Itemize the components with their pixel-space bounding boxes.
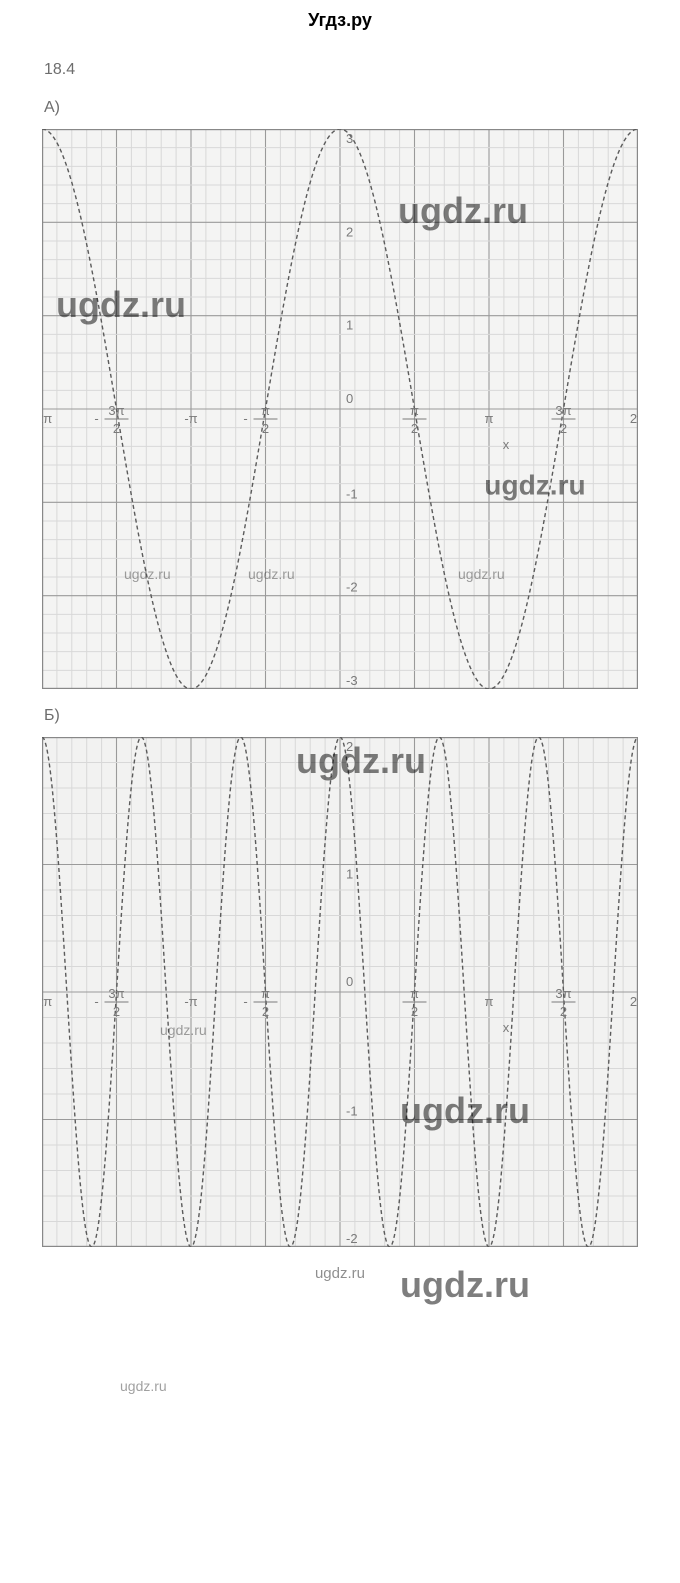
svg-text:-2: -2 <box>346 1231 358 1246</box>
problem-number: 18.4 <box>44 61 680 79</box>
svg-text:-: - <box>94 411 98 426</box>
svg-text:2: 2 <box>346 739 353 754</box>
svg-text:2: 2 <box>411 1004 418 1019</box>
svg-text:2: 2 <box>560 421 567 436</box>
svg-text:-2π: -2π <box>42 411 52 426</box>
svg-text:-: - <box>94 994 98 1009</box>
svg-text:π: π <box>261 403 270 418</box>
page: Угдз.ру 18.4 А) -3-2-1123-2π-3π2-π-π20π2… <box>0 0 680 1290</box>
svg-text:2: 2 <box>346 224 353 239</box>
svg-text:-2: -2 <box>346 580 358 595</box>
svg-text:3π: 3π <box>555 986 571 1001</box>
svg-text:π: π <box>410 986 419 1001</box>
chart-b: -2-112-2π-3π2-π-π20π2π3π22πx <box>42 737 638 1247</box>
chart-b-container: -2-112-2π-3π2-π-π20π2π3π22πx <box>42 737 638 1247</box>
svg-text:-1: -1 <box>346 1104 358 1119</box>
svg-text:1: 1 <box>346 318 353 333</box>
svg-text:2: 2 <box>411 421 418 436</box>
svg-text:-3: -3 <box>346 673 358 688</box>
svg-text:π: π <box>261 986 270 1001</box>
svg-text:2: 2 <box>262 421 269 436</box>
svg-text:2: 2 <box>113 421 120 436</box>
svg-text:1: 1 <box>346 867 353 882</box>
svg-text:x: x <box>503 1020 510 1035</box>
svg-text:-2π: -2π <box>42 994 52 1009</box>
part-a-label: А) <box>44 99 680 117</box>
watermark-small: ugdz.ru <box>120 1378 167 1394</box>
svg-text:2: 2 <box>262 1004 269 1019</box>
svg-text:2: 2 <box>113 1004 120 1019</box>
svg-text:2π: 2π <box>630 994 638 1009</box>
footer-watermark: ugdz.ru <box>0 1247 680 1290</box>
chart-a: -3-2-1123-2π-3π2-π-π20π2π3π22πx <box>42 129 638 689</box>
svg-text:-π: -π <box>184 994 197 1009</box>
svg-text:π: π <box>410 403 419 418</box>
svg-text:3: 3 <box>346 131 353 146</box>
svg-text:x: x <box>503 437 510 452</box>
chart-a-container: -3-2-1123-2π-3π2-π-π20π2π3π22πx <box>42 129 638 689</box>
svg-text:3π: 3π <box>108 986 124 1001</box>
svg-text:π: π <box>485 411 494 426</box>
svg-text:0: 0 <box>346 391 353 406</box>
svg-text:3π: 3π <box>555 403 571 418</box>
svg-text:-: - <box>243 994 247 1009</box>
part-b-label: Б) <box>44 707 680 725</box>
svg-text:-1: -1 <box>346 486 358 501</box>
svg-text:0: 0 <box>346 974 353 989</box>
page-title: Угдз.ру <box>0 0 680 41</box>
svg-text:3π: 3π <box>108 403 124 418</box>
svg-text:π: π <box>485 994 494 1009</box>
svg-text:-π: -π <box>184 411 197 426</box>
svg-text:2: 2 <box>560 1004 567 1019</box>
svg-text:2π: 2π <box>630 411 638 426</box>
svg-text:-: - <box>243 411 247 426</box>
